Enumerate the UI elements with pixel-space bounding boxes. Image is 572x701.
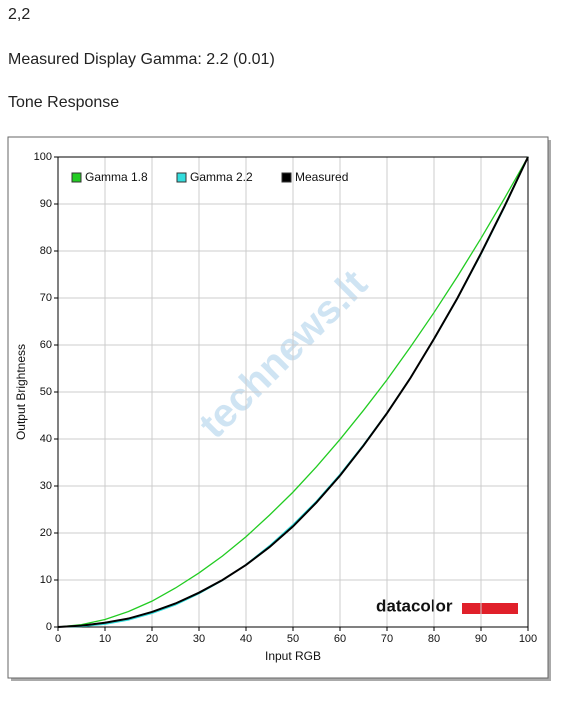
x-tick-label: 70 <box>381 633 393 645</box>
plot-border <box>57 156 529 628</box>
y-tick-label: 10 <box>40 574 52 586</box>
x-tick-label: 20 <box>146 633 158 645</box>
y-tick-label: 30 <box>40 480 52 492</box>
y-tick-label: 50 <box>40 386 52 398</box>
legend-label: Measured <box>295 170 348 184</box>
x-tick-label: 90 <box>475 633 487 645</box>
series-line <box>57 156 529 628</box>
y-tick-label: 70 <box>40 292 52 304</box>
x-tick-label: 80 <box>428 633 440 645</box>
legend-label: Gamma 2.2 <box>190 170 253 184</box>
logo-bar <box>462 603 518 614</box>
x-tick-label: 100 <box>519 633 537 645</box>
y-tick-label: 90 <box>40 198 52 210</box>
series-line <box>57 156 529 628</box>
y-tick-label: 0 <box>46 621 52 633</box>
gamma-value: 2,2 <box>8 6 31 23</box>
x-axis-label: Input RGB <box>265 649 321 663</box>
x-tick-label: 60 <box>334 633 346 645</box>
x-tick-label: 50 <box>287 633 299 645</box>
y-tick-label: 100 <box>34 151 52 163</box>
x-tick-label: 0 <box>55 633 61 645</box>
x-tick-label: 40 <box>240 633 252 645</box>
legend-swatch <box>281 172 292 183</box>
y-tick-label: 20 <box>40 527 52 539</box>
y-tick-label: 60 <box>40 339 52 351</box>
section-title: Tone Response <box>8 94 120 111</box>
y-axis-label: Output Brightness <box>14 344 28 440</box>
legend-label: Gamma 1.8 <box>85 170 148 184</box>
x-tick-label: 10 <box>99 633 111 645</box>
measured-gamma: Measured Display Gamma: 2.2 (0.01) <box>8 51 275 68</box>
y-tick-label: 40 <box>40 433 52 445</box>
x-tick-label: 30 <box>193 633 205 645</box>
logo: datacolor <box>376 596 453 615</box>
legend-swatch <box>176 172 187 183</box>
legend-swatch <box>71 172 82 183</box>
chart-frame <box>7 136 549 679</box>
y-tick-label: 80 <box>40 245 52 257</box>
